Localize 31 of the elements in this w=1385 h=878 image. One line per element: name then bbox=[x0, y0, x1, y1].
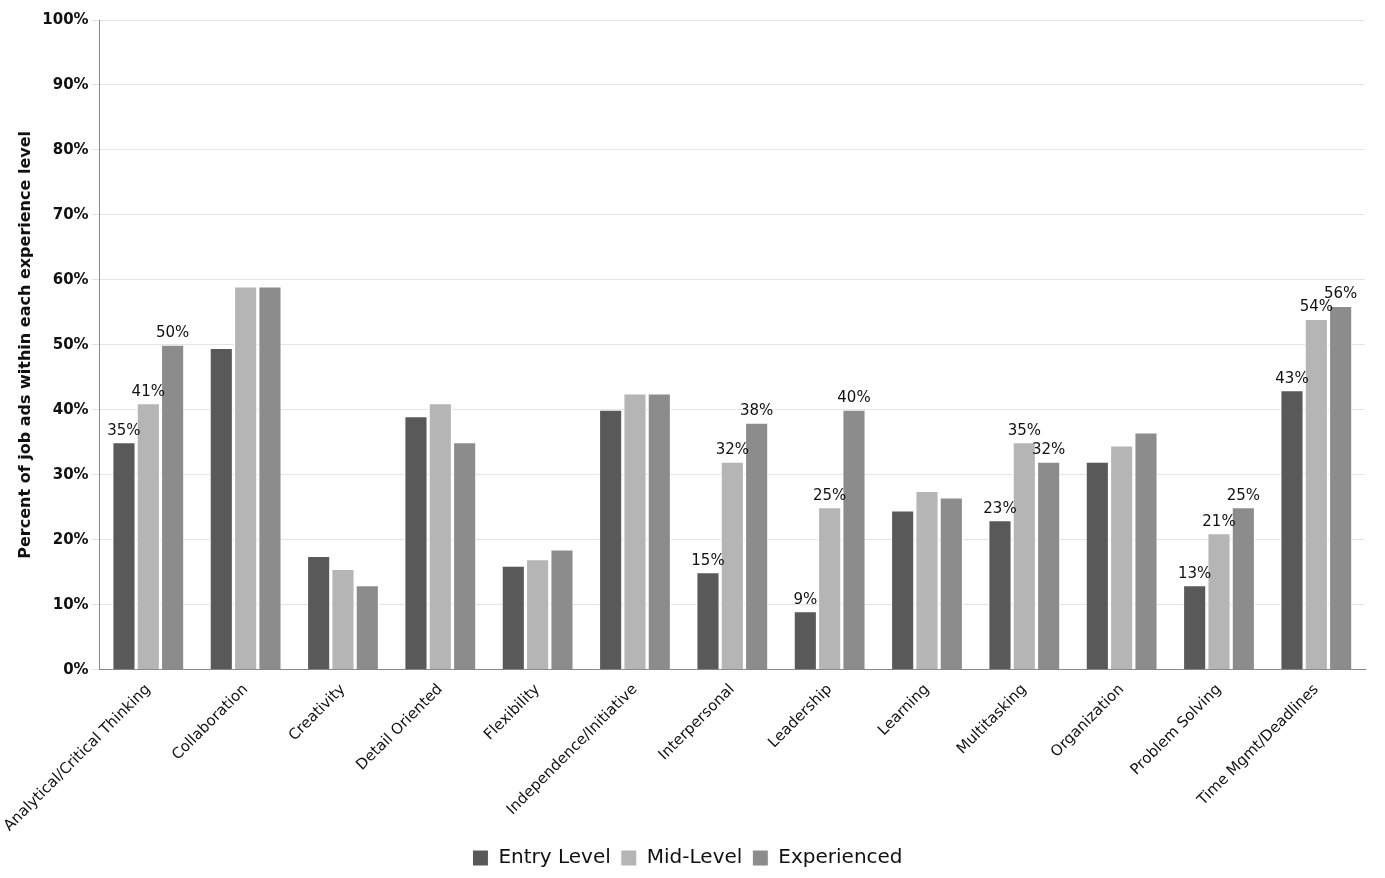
y-tick-label: 20% bbox=[52, 529, 89, 548]
data-label: 32% bbox=[1031, 440, 1066, 459]
data-label: 50% bbox=[155, 323, 190, 342]
y-tick-label: 80% bbox=[52, 139, 89, 158]
y-tick-label: 60% bbox=[52, 269, 89, 288]
data-label: 38% bbox=[739, 401, 774, 420]
data-label: 41% bbox=[131, 381, 165, 400]
data-label: 13% bbox=[1177, 563, 1212, 582]
data-label: 21% bbox=[1202, 511, 1236, 530]
y-tick-label: 30% bbox=[52, 464, 89, 483]
legend-label: Experienced bbox=[778, 844, 903, 869]
y-tick-label: 0% bbox=[63, 659, 89, 678]
y-tick-label: 10% bbox=[52, 594, 89, 613]
y-tick-label: 100% bbox=[42, 9, 89, 28]
y-axis-title: Percent of job ads within each experience level bbox=[14, 131, 34, 559]
data-label: 25% bbox=[812, 485, 847, 504]
legend-label: Mid-Level bbox=[646, 844, 743, 869]
data-label: 32% bbox=[715, 440, 749, 459]
y-tick-label: 40% bbox=[52, 399, 89, 418]
data-label: 25% bbox=[1226, 485, 1260, 504]
y-tick-label: 90% bbox=[52, 74, 89, 93]
y-tick-label: 70% bbox=[52, 204, 89, 223]
y-tick-label: 50% bbox=[52, 334, 89, 353]
data-label: 9% bbox=[793, 589, 818, 608]
data-label: 15% bbox=[691, 550, 725, 569]
data-label: 23% bbox=[983, 498, 1017, 517]
data-label: 35% bbox=[107, 420, 141, 439]
data-label: 35% bbox=[1007, 420, 1041, 439]
data-label: 40% bbox=[837, 388, 871, 407]
data-label: 43% bbox=[1275, 368, 1309, 387]
legend-label: Entry Level bbox=[498, 844, 611, 869]
